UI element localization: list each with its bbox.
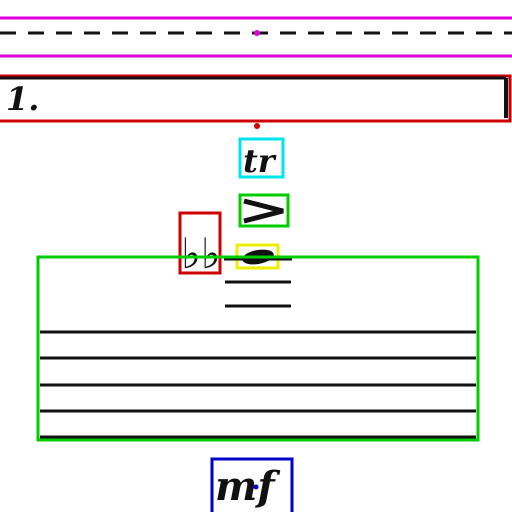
trill-box — [238, 137, 285, 179]
trill-region: tr — [238, 137, 285, 180]
staff-region — [36, 255, 480, 442]
dashed-line-anchor — [254, 30, 260, 36]
accent-sign — [243, 198, 284, 224]
dynamic-region: mf — [210, 457, 294, 512]
staff-box — [36, 255, 480, 442]
dynamic-anchor — [253, 484, 259, 490]
ledger-lines — [225, 280, 291, 308]
volta-region: 1. — [0, 74, 512, 129]
trill-sign: tr — [243, 142, 277, 180]
volta-box — [0, 74, 512, 123]
accent-region — [238, 193, 290, 228]
accent-box — [238, 193, 290, 228]
volta-number: 1. — [6, 80, 39, 118]
double-flat-sign: ♭♭ — [181, 229, 221, 278]
dashed-line-region — [0, 16, 512, 58]
dashed-line-box — [0, 16, 512, 58]
dynamic-marking: mf — [215, 463, 280, 510]
dynamic-box — [210, 457, 294, 512]
accidental-region: ♭♭ — [178, 211, 222, 278]
volta-anchor — [254, 123, 260, 129]
accidental-box — [178, 211, 222, 275]
